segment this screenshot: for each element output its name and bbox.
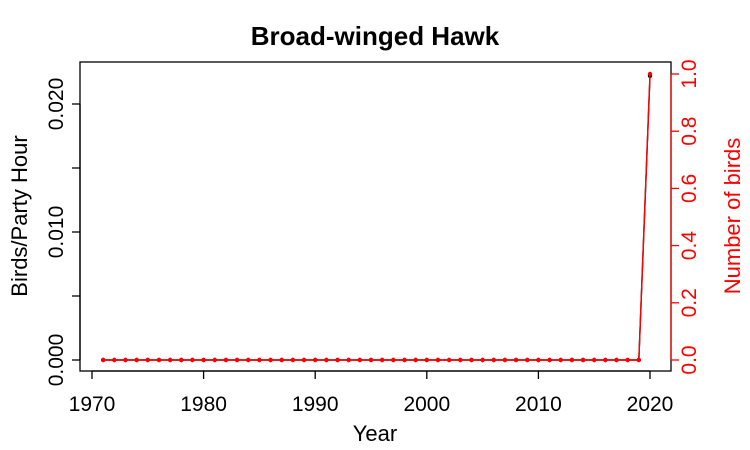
x-axis: 1970 1980 1990 2000 2010 2020 bbox=[69, 370, 674, 416]
series-number-of-birds bbox=[100, 71, 653, 363]
number-of-birds-point bbox=[324, 357, 329, 363]
number-of-birds-point bbox=[368, 357, 374, 363]
series-birds-per-party-hour bbox=[100, 73, 653, 363]
number-of-birds-point bbox=[223, 357, 229, 363]
number-of-birds-point bbox=[580, 357, 586, 363]
number-of-birds-point bbox=[536, 357, 541, 363]
y-axis-left: 0.000 0.010 0.020 bbox=[45, 78, 81, 387]
y2-tick-label: 0.4 bbox=[678, 231, 701, 261]
number-of-birds-point bbox=[212, 357, 217, 363]
plot-area bbox=[79, 61, 672, 372]
number-of-birds-point bbox=[625, 357, 630, 363]
number-of-birds-point bbox=[190, 357, 195, 363]
number-of-birds-point bbox=[435, 357, 441, 363]
x-tick-label: 2000 bbox=[403, 393, 450, 416]
x-tick-label: 2020 bbox=[627, 393, 674, 416]
number-of-birds-point bbox=[257, 357, 262, 363]
number-of-birds-point bbox=[402, 357, 407, 363]
birds-per-party-hour-line bbox=[103, 75, 651, 361]
number-of-birds-point bbox=[603, 357, 608, 363]
number-of-birds-point bbox=[301, 357, 307, 363]
x-tick-label: 2010 bbox=[515, 393, 562, 416]
number-of-birds-point bbox=[123, 357, 128, 363]
number-of-birds-point bbox=[647, 71, 653, 77]
y2-axis-label: Number of birds bbox=[720, 138, 745, 295]
y-tick-label: 0.010 bbox=[45, 206, 68, 259]
y-tick-label: 0.000 bbox=[45, 334, 68, 387]
number-of-birds-point bbox=[502, 357, 508, 363]
number-of-birds-point bbox=[112, 357, 117, 363]
number-of-birds-point bbox=[156, 357, 162, 363]
number-of-birds-point bbox=[547, 357, 552, 363]
number-of-birds-point bbox=[313, 357, 318, 363]
y2-tick-label: 0.2 bbox=[678, 288, 701, 317]
y-tick-label: 0.020 bbox=[45, 78, 68, 131]
number-of-birds-point bbox=[513, 357, 519, 363]
number-of-birds-point bbox=[480, 357, 485, 363]
y-axis-right: 0.0 0.2 0.4 0.6 0.8 1.0 bbox=[670, 59, 701, 375]
number-of-birds-point bbox=[145, 357, 150, 363]
number-of-birds-point bbox=[592, 357, 597, 363]
number-of-birds-point bbox=[424, 357, 429, 363]
number-of-birds-point bbox=[379, 357, 385, 363]
number-of-birds-point bbox=[525, 357, 530, 363]
number-of-birds-point bbox=[179, 357, 184, 363]
number-of-birds-point bbox=[413, 357, 418, 363]
number-of-birds-point bbox=[636, 357, 642, 363]
y2-tick-label: 0.0 bbox=[678, 345, 701, 374]
number-of-birds-point bbox=[346, 357, 351, 363]
number-of-birds-point bbox=[614, 357, 619, 363]
number-of-birds-point bbox=[491, 357, 496, 363]
number-of-birds-point bbox=[246, 357, 251, 363]
x-tick-label: 1980 bbox=[180, 393, 227, 416]
number-of-birds-point bbox=[335, 357, 340, 363]
number-of-birds-point bbox=[446, 357, 452, 363]
y2-tick-label: 0.8 bbox=[678, 117, 701, 146]
number-of-birds-point bbox=[279, 357, 284, 363]
number-of-birds-point bbox=[458, 357, 463, 363]
x-tick-label: 1990 bbox=[292, 393, 339, 416]
chart-title: Broad-winged Hawk bbox=[251, 21, 500, 51]
number-of-birds-point bbox=[558, 357, 563, 363]
number-of-birds-point bbox=[100, 357, 106, 363]
y2-tick-label: 1.0 bbox=[678, 59, 701, 88]
number-of-birds-point bbox=[201, 357, 206, 363]
x-tick-label: 1970 bbox=[69, 393, 116, 416]
number-of-birds-point bbox=[290, 357, 296, 363]
number-of-birds-point bbox=[391, 357, 396, 363]
number-of-birds-point bbox=[569, 357, 575, 363]
number-of-birds-point bbox=[469, 357, 474, 363]
y-axis-label: Birds/Party Hour bbox=[7, 135, 32, 296]
number-of-birds-point bbox=[167, 357, 173, 363]
number-of-birds-line bbox=[103, 73, 651, 361]
number-of-birds-point bbox=[357, 357, 363, 363]
plot-frame bbox=[79, 61, 672, 372]
y2-tick-label: 0.6 bbox=[678, 174, 701, 203]
number-of-birds-point bbox=[134, 357, 139, 363]
number-of-birds-point bbox=[268, 357, 273, 363]
number-of-birds-point bbox=[234, 357, 240, 363]
x-axis-label: Year bbox=[353, 421, 397, 446]
